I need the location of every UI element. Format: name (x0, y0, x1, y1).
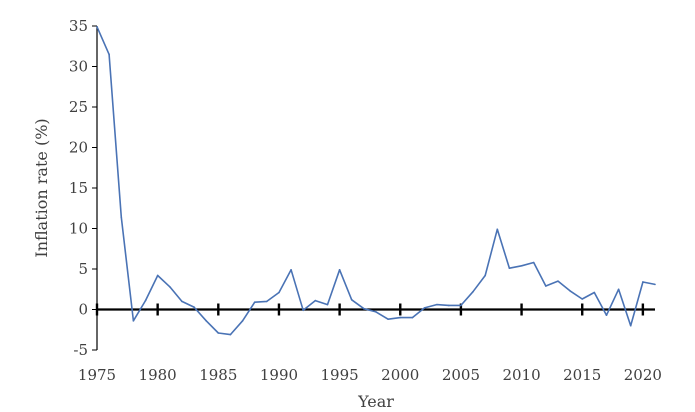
x-tick-label: 1975 (78, 366, 116, 384)
data-point (460, 304, 462, 307)
y-tick-label: 10 (69, 220, 88, 238)
x-tick-label: 1995 (321, 366, 359, 384)
x-tick-label: 1985 (199, 366, 237, 384)
data-point (545, 285, 547, 287)
y-tick-label: 0 (78, 301, 88, 319)
data-point (253, 301, 256, 304)
x-axis-title: Year (357, 392, 394, 411)
y-tick-label: 35 (69, 17, 88, 35)
data-point (96, 26, 98, 28)
data-point (241, 320, 244, 322)
x-tick-label: 2015 (563, 366, 601, 384)
data-point (326, 303, 329, 306)
data-point (508, 267, 511, 269)
data-point (423, 307, 426, 309)
data-point (605, 314, 608, 316)
data-point (290, 269, 292, 271)
data-point (363, 307, 365, 310)
data-point (229, 333, 232, 336)
x-tick-label: 2010 (502, 366, 540, 384)
data-point (108, 53, 110, 56)
data-point (302, 309, 305, 312)
data-point (144, 299, 147, 302)
data-point (472, 290, 474, 293)
y-axis-title: Inflation rate (%) (32, 118, 51, 257)
data-point (593, 291, 596, 294)
data-point (375, 311, 377, 313)
data-point (496, 228, 499, 231)
y-tick-label: 15 (69, 179, 88, 197)
data-point (350, 298, 353, 301)
data-point (132, 320, 135, 322)
data-point (435, 303, 438, 306)
data-point (532, 261, 535, 264)
y-tick-label: -5 (73, 341, 88, 359)
data-point (181, 300, 183, 303)
data-point (387, 318, 389, 321)
data-point (338, 269, 341, 271)
y-axis-ticks (92, 25, 97, 351)
data-point (557, 280, 559, 282)
data-point (156, 274, 159, 277)
x-tick-label: 2020 (624, 366, 662, 384)
y-tick-label: 30 (69, 58, 88, 76)
data-point (314, 299, 317, 302)
y-axis-tick-labels: -5 0 5 10 15 20 25 30 35 (69, 17, 88, 359)
data-point (411, 316, 414, 319)
data-point (642, 281, 644, 283)
series-points (96, 26, 656, 336)
data-point (447, 304, 450, 307)
data-point (654, 283, 656, 286)
y-tick-label: 20 (69, 139, 88, 157)
x-tick-label: 1980 (139, 366, 177, 384)
data-point (484, 274, 486, 277)
data-point (120, 216, 123, 218)
data-point (278, 291, 280, 294)
data-point (266, 300, 268, 303)
x-tick-label: 1990 (260, 366, 298, 384)
data-point (617, 288, 620, 291)
series-line-inflation (96, 26, 656, 336)
data-point (569, 290, 571, 292)
x-tick-label: 2000 (381, 366, 419, 384)
data-point (629, 324, 632, 327)
data-point (581, 298, 584, 300)
data-point (193, 306, 195, 308)
data-point (520, 264, 523, 267)
y-tick-label: 5 (78, 260, 88, 278)
y-tick-label: 25 (69, 98, 88, 116)
data-point (217, 332, 220, 334)
data-point (399, 316, 402, 319)
data-point (205, 320, 207, 322)
x-tick-label: 2005 (442, 366, 480, 384)
data-point (168, 286, 171, 288)
x-axis-tick-labels: 1975 1980 1985 1990 1995 2000 2005 2010 2015 2020 (78, 366, 662, 384)
